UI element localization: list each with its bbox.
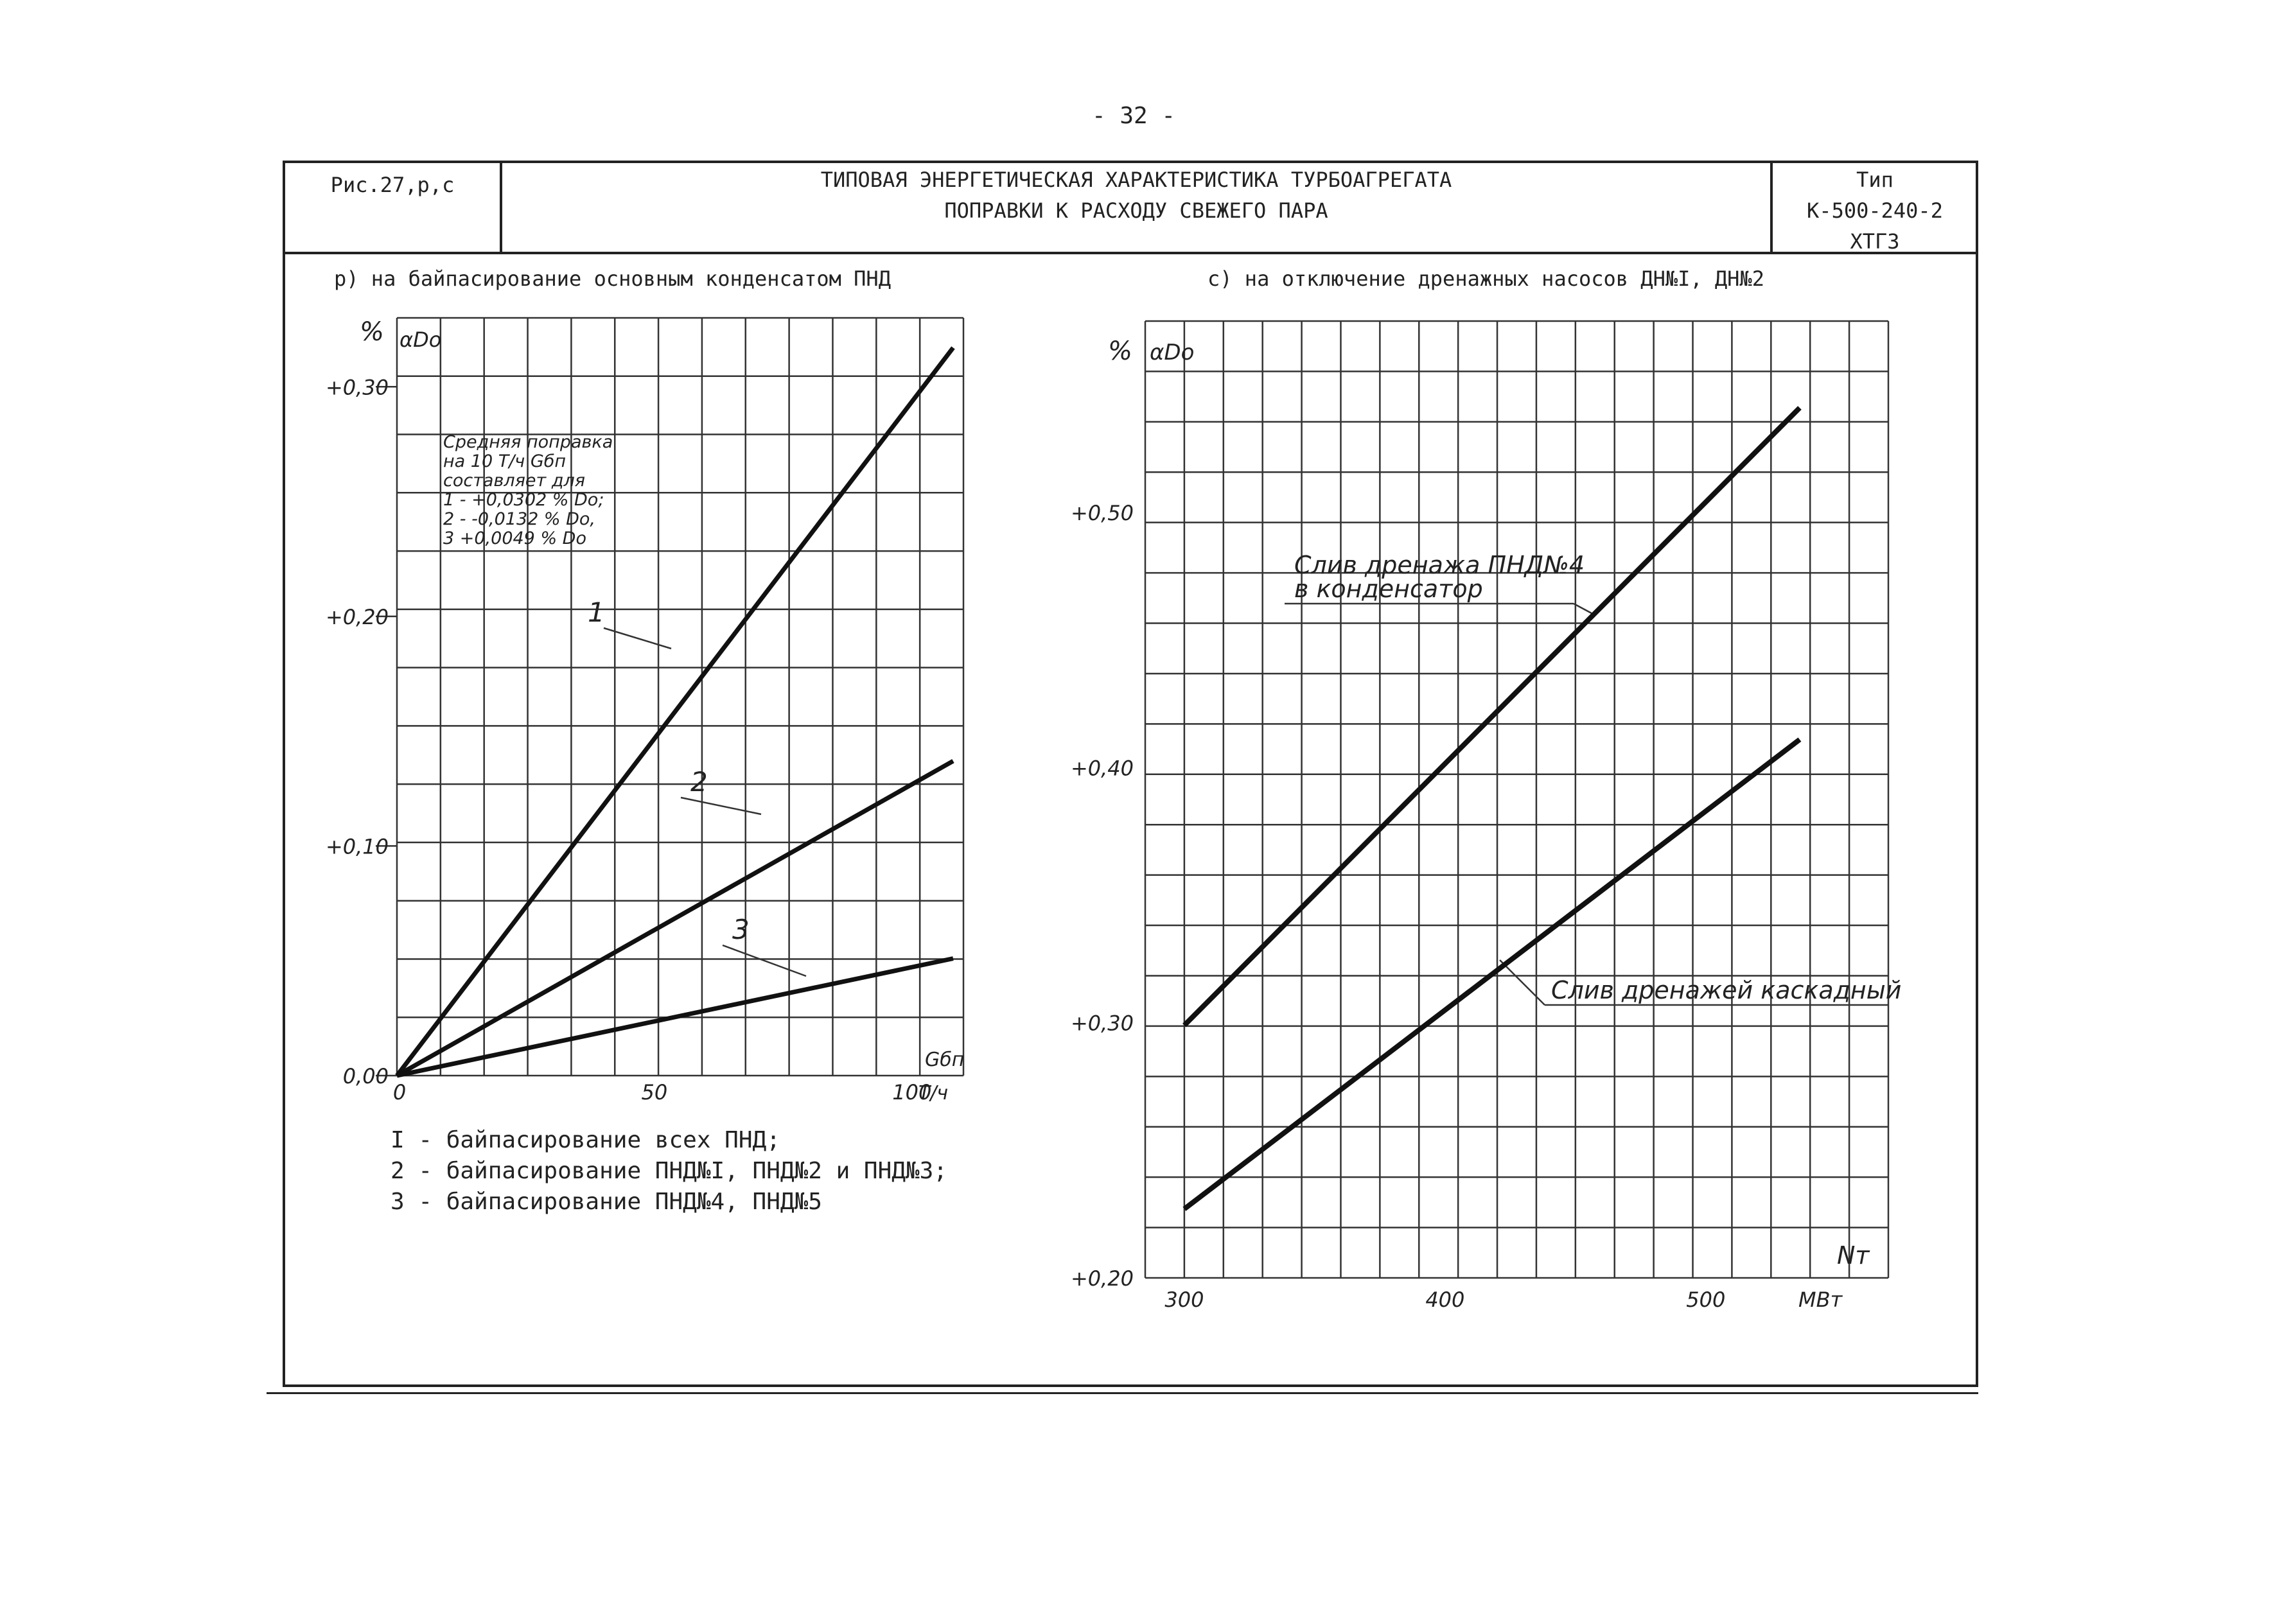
legend-item-1: I - байпасирование всех ПНД; <box>391 1127 780 1153</box>
y-tick-label: +0,30 <box>326 375 389 399</box>
y-axis-unit: % <box>360 317 384 347</box>
header-divider <box>283 252 1978 254</box>
header-separator-left <box>500 161 502 254</box>
series-label-1-leader <box>1573 602 1592 615</box>
x-tick-label: 100 <box>892 1080 931 1104</box>
x-tick-label: 400 <box>1425 1288 1464 1312</box>
series-label-2: 2 <box>690 766 708 798</box>
x-tick-label: 50 <box>642 1080 668 1104</box>
x-tick-label: 0 <box>393 1080 406 1104</box>
series-line-2 <box>396 759 954 1078</box>
y-tick-label: +0,20 <box>1071 1266 1134 1291</box>
series-line-1 <box>395 346 955 1078</box>
annotation-line: 2 - -0,0132 % Do, <box>443 509 595 529</box>
annotation-line: Средняя поправка <box>443 432 613 452</box>
annotation-line: 1 - +0,0302 % Do; <box>443 490 604 510</box>
header-separator-right <box>1770 161 1773 254</box>
title-line-1: ТИПОВАЯ ЭНЕРГЕТИЧЕСКАЯ ХАРАКТЕРИСТИКА ТУ… <box>820 168 1452 192</box>
y-tick-label: 0,00 <box>343 1064 389 1088</box>
series-label-3-leader <box>722 944 807 977</box>
y-tick-label: +0,30 <box>1071 1011 1134 1036</box>
frame-bottom-line <box>267 1392 1978 1394</box>
x-axis-unit: МВт <box>1798 1288 1843 1312</box>
chart-r: 0,00 +0,10 +0,20 +0,30 0 50 100 Gбп Т/ч% αDo Средн… <box>326 317 964 1104</box>
series-line-3 <box>396 956 954 1078</box>
y-axis-unit: % <box>1108 336 1132 366</box>
figure-reference: Рис.27,р,с <box>330 173 455 197</box>
y-axis-symbol: αDo <box>1150 340 1194 365</box>
annotation-line: на 10 Т/ч Gбп <box>443 451 566 471</box>
series-label-1: в конденсатор <box>1294 575 1483 603</box>
y-tick-label: +0,40 <box>1071 756 1134 780</box>
y-tick-label: +0,50 <box>1071 501 1134 525</box>
y-tick-label: +0,10 <box>326 834 389 859</box>
series-label-1: Слив дренажа ПНД№4 <box>1294 551 1585 579</box>
series-line-1 <box>1182 406 1802 1027</box>
series-label-2-leader <box>1499 959 1545 1006</box>
legend-item-2: 2 - байпасирование ПНД№I, ПНД№2 и ПНД№3; <box>391 1158 947 1184</box>
series-line-2 <box>1182 737 1802 1211</box>
x-axis-symbol: Nт <box>1837 1241 1870 1270</box>
annotation-line: 3 +0,0049 % Do <box>443 528 586 548</box>
x-axis-symbol: Gбп <box>925 1049 964 1071</box>
title-line-2: ПОПРАВКИ К РАСХОДУ СВЕЖЕГО ПАРА <box>944 198 1328 223</box>
series-label-2-leader <box>680 796 762 816</box>
x-tick-label: 300 <box>1164 1288 1204 1312</box>
series-label-2: Слив дренажей каскадный <box>1551 976 1901 1004</box>
chart-c-caption: с) на отключение дренажных насосов ДН№I,… <box>1208 266 1764 291</box>
chart-c: +0,20 +0,30 +0,40 +0,50 300 400 500 Nт МВт% αDo Сл… <box>1071 320 1901 1312</box>
document-frame <box>283 161 1978 1387</box>
series-label-3: 3 <box>732 914 750 945</box>
series-label-1-leader <box>603 627 672 650</box>
x-tick-label: 500 <box>1686 1288 1725 1312</box>
series-label-1: 1 <box>588 597 605 628</box>
chart-r-caption: р) на байпасирование основным конденсато… <box>334 266 891 291</box>
type-label: Тип <box>1856 168 1893 192</box>
legend-item-3: 3 - байпасирование ПНД№4, ПНД№5 <box>391 1189 822 1215</box>
page-number: - 32 - <box>1092 103 1176 129</box>
x-axis-unit: Т/ч <box>918 1082 948 1104</box>
manufacturer: ХТГЗ <box>1850 229 1900 254</box>
annotation-line: составляет для <box>443 471 585 491</box>
type-value: К-500-240-2 <box>1807 198 1943 223</box>
y-tick-label: +0,20 <box>326 605 389 629</box>
y-axis-symbol: αDo <box>400 327 441 352</box>
